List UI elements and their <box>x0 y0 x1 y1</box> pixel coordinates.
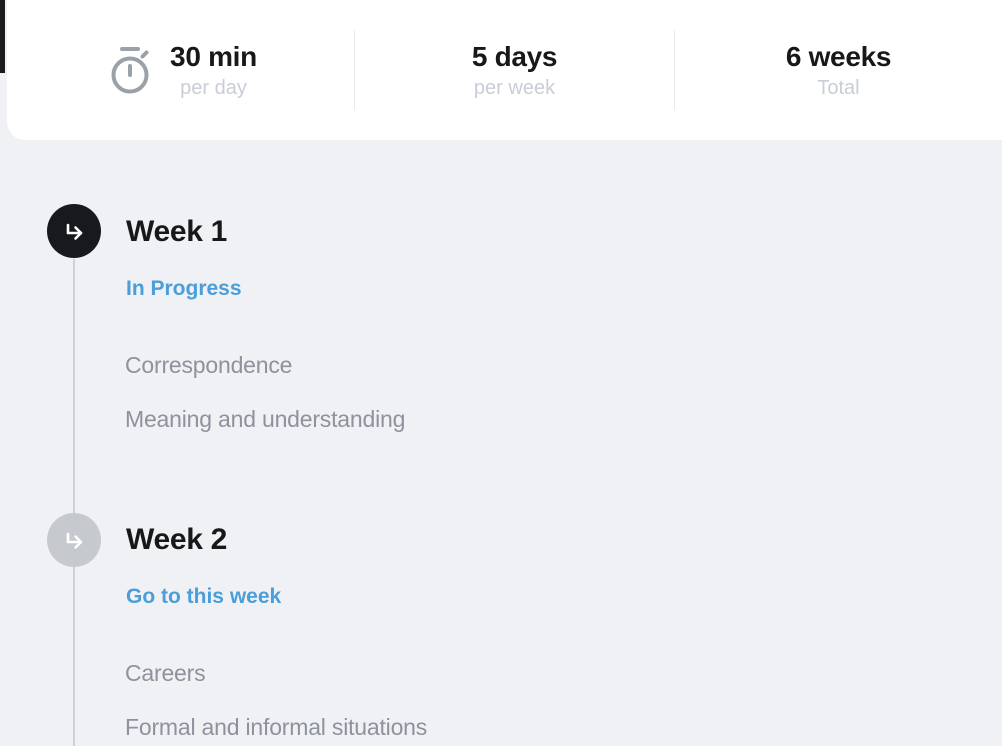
week-1-marker <box>47 204 101 258</box>
left-dark-edge <box>0 0 5 73</box>
week-1-topic: Correspondence <box>125 352 293 378</box>
arrow-right-icon <box>66 223 83 240</box>
stat-text: 30 min per day <box>170 41 257 100</box>
stat-label: per day <box>180 76 247 99</box>
stat-label: per week <box>473 76 556 99</box>
stats-divider <box>674 30 675 110</box>
stat-text: 6 weeks Total <box>785 40 892 100</box>
week-2-topic: Careers <box>125 660 206 686</box>
stat-per-day: 30 min per day <box>7 0 354 140</box>
arrow-right-icon <box>66 532 83 549</box>
week-2-goto-link[interactable]: Go to this week <box>126 585 282 608</box>
stat-per-week: 5 days per week <box>355 0 674 140</box>
stats-divider <box>354 30 355 110</box>
stat-text: 5 days per week <box>471 40 558 100</box>
week-1-status-link[interactable]: In Progress <box>126 277 242 300</box>
week-2-marker <box>47 513 101 567</box>
stat-label: Total <box>817 76 860 99</box>
stat-total: 6 weeks Total <box>675 0 1002 140</box>
timeline-connector <box>73 259 75 513</box>
stopwatch-icon <box>111 47 149 94</box>
stat-value: 5 days <box>471 40 558 72</box>
week-2-title: Week 2 <box>126 523 228 556</box>
week-1-title: Week 1 <box>126 215 228 248</box>
timeline-connector <box>73 567 75 746</box>
plan-stats-header: 30 min per day 5 days per week 6 weeks T… <box>7 0 1002 140</box>
stat-value: 30 min <box>170 40 257 72</box>
stat-value: 6 weeks <box>785 40 892 72</box>
week-1-topic: Meaning and understanding <box>125 406 406 432</box>
week-2-topic: Formal and informal situations <box>125 714 428 740</box>
